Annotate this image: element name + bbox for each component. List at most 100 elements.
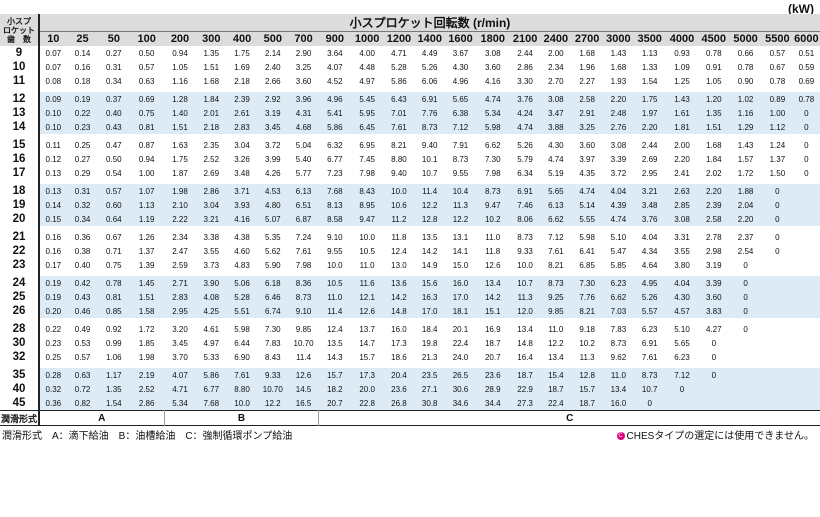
power-value-cell: 5.85 (603, 258, 634, 272)
power-value-cell: 2.69 (633, 152, 666, 166)
power-value-cell: 0.14 (38, 198, 67, 212)
power-value-cell: 1.45 (129, 276, 165, 290)
power-value-cell: 2.59 (164, 258, 196, 272)
power-value-cell: 3.38 (195, 230, 227, 244)
power-value-cell: 1.68 (698, 138, 730, 152)
power-value-cell: 3.60 (475, 60, 510, 74)
power-value-cell: 0 (698, 336, 730, 350)
power-value-cell: 12.2 (445, 212, 476, 226)
power-value-cell: 0 (729, 322, 762, 336)
speed-header-cell: 1800 (475, 31, 510, 46)
power-value-cell: 6.06 (414, 74, 446, 88)
power-value-cell: 13.4 (540, 350, 572, 364)
lubrication-label: 潤滑形式 (0, 410, 40, 426)
power-value-cell: 8.73 (540, 276, 572, 290)
power-value-cell: 0.25 (38, 350, 67, 364)
power-value-cell: 4.34 (633, 244, 666, 258)
power-value-cell: 5.98 (571, 230, 604, 244)
speed-header-cell: 3500 (633, 31, 666, 46)
speed-header-cell: 1000 (350, 31, 384, 46)
power-value-cell: 0 (761, 212, 793, 226)
power-value-cell: 5.86 (318, 120, 351, 134)
speed-header-cell: 400 (226, 31, 258, 46)
power-value-cell: 4.00 (350, 46, 384, 60)
power-value-cell: 7.61 (288, 244, 319, 258)
power-value-cell: 2.20 (729, 212, 762, 226)
power-value-cell: 1.12 (761, 120, 793, 134)
power-value-cell: 0.07 (38, 46, 67, 60)
power-value-cell: 7.03 (603, 304, 634, 318)
teeth-count-cell: 19 (0, 198, 40, 212)
table-row: 15 0.11 0.25 0.47 0.87 1.63 2.35 3.04 3.72 5.04 6.… (0, 138, 820, 152)
power-value-cell: 1.43 (603, 46, 634, 60)
teeth-count-cell: 14 (0, 120, 40, 134)
power-value-cell: 1.20 (698, 92, 730, 106)
power-value-cell: 2.18 (195, 120, 227, 134)
power-value-cell: 7.83 (257, 336, 289, 350)
power-value-cell: 6.62 (540, 212, 572, 226)
power-value-cell: 11.0 (475, 230, 510, 244)
power-value-cell (792, 336, 820, 350)
table-row: 17 0.13 0.29 0.54 1.00 1.87 2.69 3.48 4.26 5.77 7.… (0, 166, 820, 180)
power-value-cell: 11.4 (288, 350, 319, 364)
speed-header-cell: 4000 (665, 31, 699, 46)
power-value-cell: 2.41 (665, 166, 699, 180)
power-value-cell: 5.98 (475, 120, 510, 134)
power-value-cell: 8.58 (318, 212, 351, 226)
power-value-cell: 1.25 (665, 74, 699, 88)
power-value-cell: 13.4 (603, 382, 634, 396)
table-row: 11 0.08 0.18 0.34 0.63 1.16 1.68 2.18 2.66 3.60 4.… (0, 74, 820, 88)
power-value-cell: 4.80 (257, 198, 289, 212)
power-value-cell: 14.3 (318, 350, 351, 364)
power-value-cell: 3.04 (226, 138, 258, 152)
power-value-cell: 3.31 (665, 230, 699, 244)
power-value-cell: 1.35 (698, 106, 730, 120)
power-value-cell: 22.4 (445, 336, 476, 350)
power-value-cell: 2.00 (540, 46, 572, 60)
power-value-cell: 1.00 (129, 166, 165, 180)
power-value-cell: 7.91 (445, 138, 476, 152)
power-value-cell: 0.23 (66, 120, 99, 134)
power-value-cell: 16.0 (445, 276, 476, 290)
power-value-cell: 0.90 (729, 74, 762, 88)
group-separator (0, 272, 820, 276)
power-value-cell: 0.34 (98, 74, 130, 88)
speed-header-cell: 5000 (729, 31, 762, 46)
teeth-count-cell: 15 (0, 138, 40, 152)
speed-header-cell: 4500 (698, 31, 730, 46)
teeth-count-cell: 26 (0, 304, 40, 318)
group-separator (0, 318, 820, 322)
power-value-cell: 10.6 (383, 198, 415, 212)
power-value-cell: 0.78 (761, 74, 793, 88)
power-value-cell: 9.85 (540, 304, 572, 318)
speed-header-cell: 2700 (571, 31, 604, 46)
power-value-cell: 7.12 (665, 368, 699, 382)
power-value-cell: 1.96 (571, 60, 604, 74)
power-value-cell (761, 336, 793, 350)
power-value-cell: 0.28 (38, 368, 67, 382)
power-value-cell: 15.7 (571, 382, 604, 396)
power-value-cell (761, 276, 793, 290)
power-value-cell (761, 382, 793, 396)
power-value-cell: 7.68 (195, 396, 227, 411)
power-value-cell: 16.4 (509, 350, 541, 364)
power-value-cell (729, 368, 762, 382)
power-value-cell: 0.15 (38, 212, 67, 226)
power-value-cell: 2.76 (603, 120, 634, 134)
power-value-cell: 3.71 (226, 184, 258, 198)
power-value-cell: 10.1 (414, 152, 446, 166)
table-row: 12 0.09 0.19 0.37 0.69 1.28 1.84 2.39 2.92 3.96 4.… (0, 92, 820, 106)
power-value-cell: 2.54 (729, 244, 762, 258)
power-value-cell: 0.14 (66, 46, 99, 60)
power-value-cell: 3.67 (445, 46, 476, 60)
power-value-cell: 11.2 (383, 212, 415, 226)
power-value-cell: 7.30 (475, 152, 510, 166)
power-value-cell: 6.77 (318, 152, 351, 166)
power-value-cell (792, 304, 820, 318)
power-value-cell: 0.17 (38, 258, 67, 272)
power-value-cell: 13.1 (445, 230, 476, 244)
power-value-cell: 5.26 (414, 60, 446, 74)
power-value-cell: 7.45 (350, 152, 384, 166)
power-value-cell: 8.43 (257, 350, 289, 364)
power-value-cell: 20.1 (445, 322, 476, 336)
